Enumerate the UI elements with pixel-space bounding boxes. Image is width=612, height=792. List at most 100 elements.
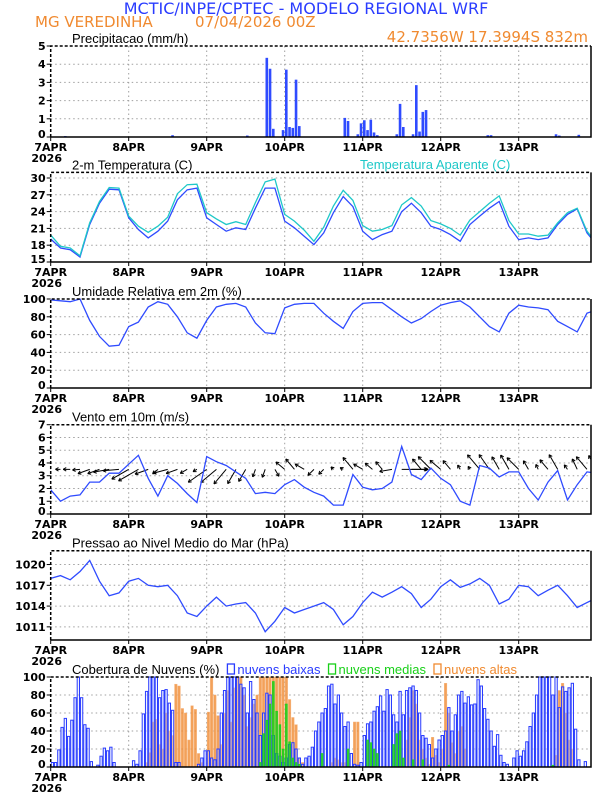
medium-cloud-bar (291, 757, 295, 768)
low-cloud-bar (203, 750, 207, 768)
wind-vector (353, 463, 363, 470)
precip-bar (402, 126, 405, 137)
series-line-1 (50, 444, 591, 506)
precip-bar (272, 128, 275, 137)
x-tick-label: 7APR (34, 518, 67, 531)
panel-title: 2-m Temperatura (C) (72, 157, 192, 172)
frame-top-left (49, 171, 591, 262)
low-cloud-bar (388, 694, 393, 768)
x-tick-label: 13APR (499, 644, 540, 657)
x-tick-label: 8APR (112, 518, 145, 531)
series-line-1 (50, 298, 591, 347)
precip-bar (418, 131, 421, 137)
y-tick-label: 18 (30, 239, 45, 252)
x-tick-label: 10APR (265, 518, 306, 531)
low-cloud-bar (109, 746, 113, 768)
low-cloud-bar (382, 710, 386, 768)
wind-vector (330, 466, 335, 471)
x-axis-year: 2026 (31, 152, 62, 165)
legend-low-clouds: nuvens baixas (237, 662, 321, 677)
low-cloud-bar (564, 690, 568, 768)
low-cloud-bar (583, 761, 588, 768)
low-cloud-bar (229, 676, 233, 768)
low-cloud-bar (216, 748, 220, 768)
y-tick-label: 0 (38, 758, 46, 771)
low-cloud-bar (222, 690, 227, 768)
wind-vector (93, 468, 110, 474)
high-cloud-bar (193, 709, 197, 768)
precip-bar (376, 135, 379, 137)
low-cloud-bar (378, 695, 383, 768)
medium-cloud-bar (372, 748, 376, 768)
y-tick-label: 7 (38, 419, 46, 432)
low-cloud-bar (408, 687, 412, 768)
y-tick-label: 2 (38, 95, 46, 108)
wind-vector (442, 460, 451, 470)
low-cloud-bar (525, 741, 529, 768)
wind-vector (274, 469, 280, 477)
low-cloud-bar (577, 759, 581, 768)
x-tick-label: 10APR (265, 266, 306, 279)
medium-cloud-bar (285, 703, 288, 768)
low-cloud-bar (79, 697, 84, 768)
low-cloud-bar (440, 735, 445, 768)
low-cloud-bar (427, 744, 432, 768)
low-cloud-bar (310, 746, 315, 768)
x-tick-label: 7APR (34, 141, 67, 154)
y-tick-label: 20 (30, 743, 46, 756)
x-tick-label: 9APR (190, 771, 223, 784)
panel-title: Precipitacao (mm/h) (72, 31, 188, 46)
low-cloud-bar (138, 750, 142, 768)
low-cloud-bar (495, 734, 500, 768)
y-tick-label: 100 (23, 293, 46, 306)
low-cloud-bar (528, 726, 532, 768)
low-cloud-bar (473, 703, 477, 768)
low-cloud-bar (456, 694, 461, 768)
x-tick-label: 12APR (421, 141, 462, 154)
x-tick-label: 8APR (112, 266, 145, 279)
wind-vector (275, 461, 286, 470)
y-tick-label: 1 (38, 113, 46, 126)
wind-vector (411, 467, 428, 472)
y-tick-label: 100 (23, 671, 46, 684)
wind-vector (213, 469, 227, 485)
y-tick-label: 6 (38, 431, 46, 444)
low-cloud-bar (313, 730, 318, 768)
header-coordinates: 42.7356W 17.3994S 832m (387, 28, 588, 46)
wind-vector (467, 465, 472, 470)
y-tick-label: 5 (38, 444, 46, 457)
x-tick-label: 10APR (265, 141, 306, 154)
panel-title: Vento em 10m (m/s) (72, 410, 189, 425)
low-cloud-bar (534, 694, 539, 768)
high-cloud-bar (356, 721, 360, 768)
low-cloud-bar (434, 748, 438, 768)
y-tick-label: 4 (38, 58, 46, 71)
low-cloud-bar (492, 745, 497, 768)
precip-bar (343, 117, 347, 137)
low-cloud-bar (466, 696, 471, 768)
y-tick-label: 1 (38, 495, 46, 508)
low-cloud-bar (235, 676, 240, 768)
panel-title: Pressao ao Nivel Medio do Mar (hPa) (72, 536, 289, 551)
precip-bar (486, 135, 490, 137)
wind-vector (118, 468, 139, 482)
low-cloud-bar (151, 676, 155, 768)
frame-bottom-right (50, 424, 592, 515)
medium-cloud-bar (265, 719, 269, 768)
wind-vector (179, 468, 188, 474)
medium-cloud-bar (346, 748, 350, 768)
x-tick-label: 8APR (112, 141, 145, 154)
precip-bar (372, 132, 376, 137)
low-cloud-bar (89, 761, 93, 768)
medium-cloud-bar (402, 757, 405, 768)
medium-cloud-bar (268, 703, 272, 768)
y-tick-label: 1017 (15, 579, 46, 592)
low-cloud-bar (554, 676, 558, 768)
x-tick-label: 8APR (112, 392, 145, 405)
precip-bar (171, 135, 174, 137)
medium-cloud-bar (398, 730, 402, 768)
x-tick-label: 13APR (499, 266, 540, 279)
low-cloud-bar (317, 721, 321, 768)
x-tick-label: 13APR (499, 771, 540, 784)
low-cloud-bar (167, 702, 171, 768)
